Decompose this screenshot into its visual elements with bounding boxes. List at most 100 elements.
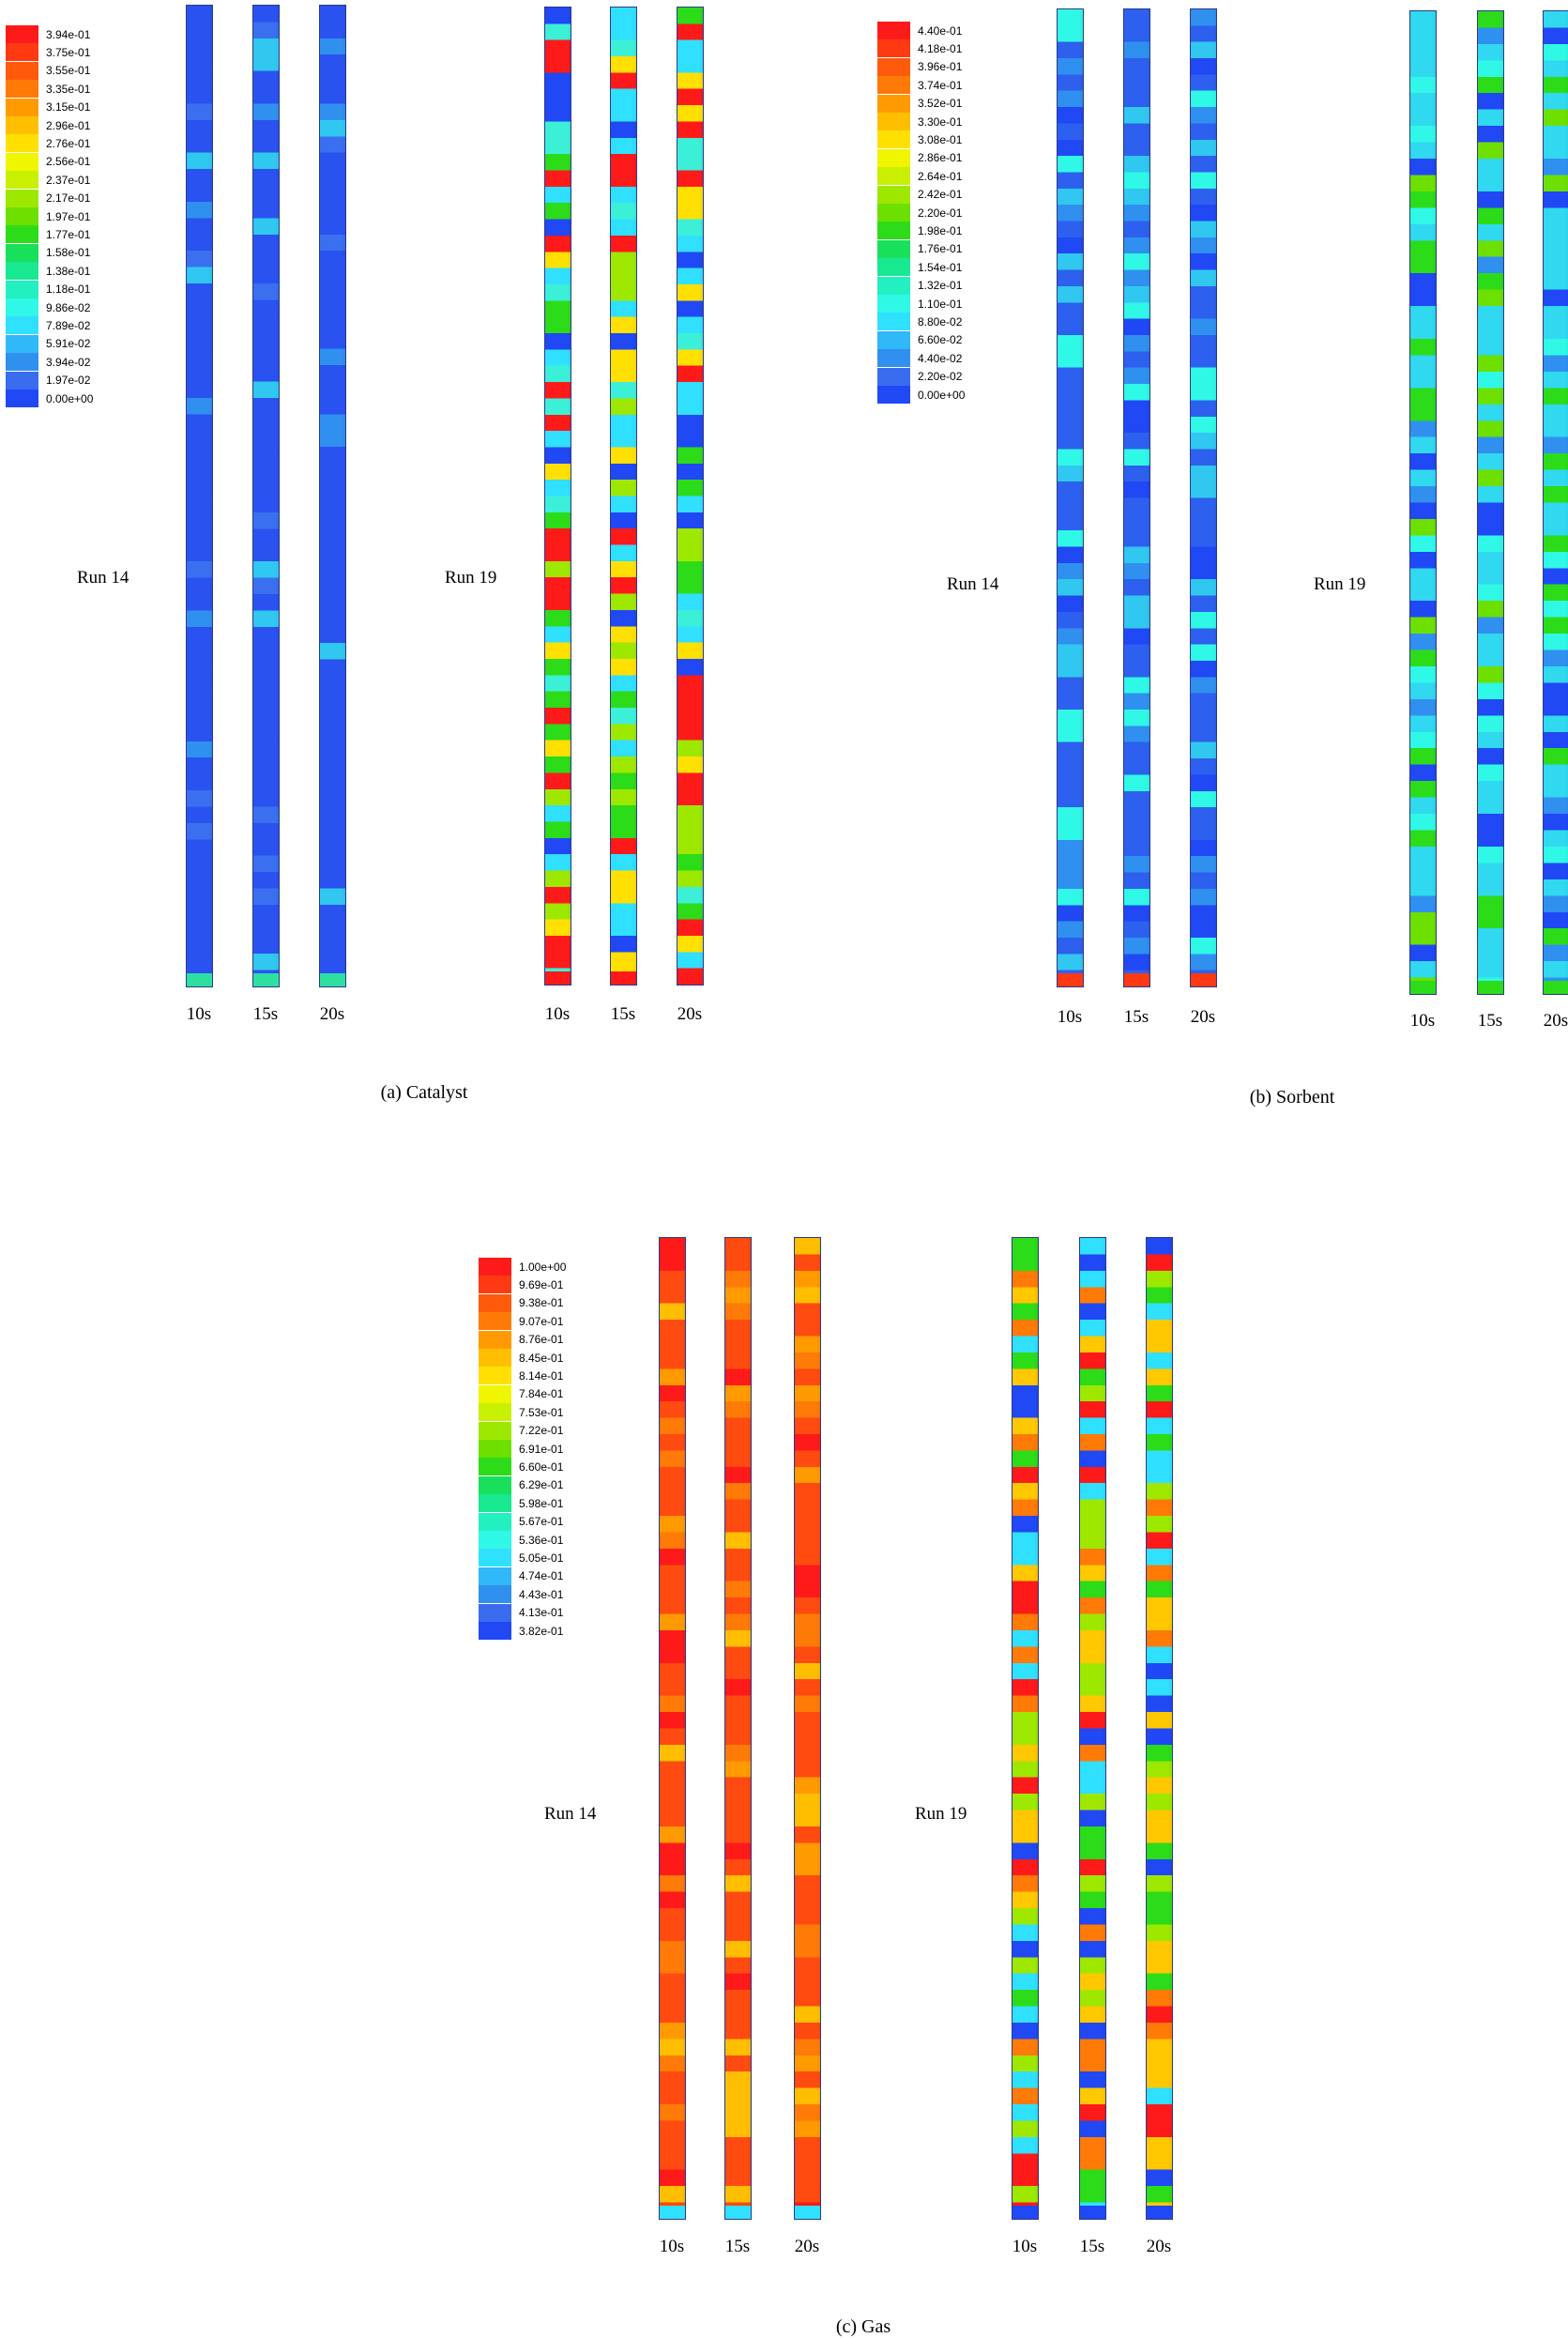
- column-inlet: [187, 973, 212, 986]
- legend-swatch: [877, 95, 910, 113]
- legend-row: 5.36e-01: [479, 1531, 563, 1549]
- legend-swatch: [6, 171, 38, 189]
- caption-catalyst: (a) Catalyst: [381, 1082, 468, 1104]
- legend-label: 7.22e-01: [519, 1425, 563, 1436]
- column-inlet: [660, 2206, 685, 2219]
- legend-label: 2.20e-02: [918, 371, 962, 382]
- contour-column-gas-run14-10s: [659, 1237, 686, 2220]
- legend-row: 1.58e-01: [6, 244, 90, 262]
- legend-label: 2.96e-01: [46, 120, 90, 131]
- legend-label: 3.55e-01: [46, 65, 90, 76]
- legend-swatch: [877, 240, 910, 258]
- legend-swatch: [877, 204, 910, 222]
- legend-swatch: [479, 1422, 511, 1440]
- run-label-catalyst-19: Run 19: [445, 568, 496, 588]
- legend-row: 1.97e-01: [6, 207, 90, 225]
- legend-label: 4.18e-01: [918, 43, 962, 54]
- legend-swatch: [6, 316, 38, 334]
- legend-row: 3.82e-01: [479, 1622, 563, 1640]
- legend-row: 5.05e-01: [479, 1549, 563, 1566]
- legend-row: 5.91e-02: [6, 335, 90, 353]
- legend-swatch: [479, 1294, 511, 1312]
- time-label: 10s: [171, 1004, 227, 1025]
- run-label-sorbent-19: Run 19: [1314, 574, 1365, 595]
- column-inlet: [1058, 973, 1083, 986]
- legend-swatch: [877, 368, 910, 386]
- time-label: 20s: [1175, 1007, 1231, 1028]
- legend-label: 3.75e-01: [46, 47, 90, 58]
- caption-sorbent: (b) Sorbent: [1250, 1087, 1335, 1108]
- legend-swatch: [479, 1312, 511, 1330]
- contour-column-gas-run14-20s: [794, 1237, 821, 2220]
- legend-label: 5.98e-01: [519, 1498, 563, 1509]
- legend-swatch: [877, 277, 910, 295]
- time-label: 15s: [1462, 1011, 1518, 1031]
- legend-label: 3.08e-01: [918, 134, 962, 145]
- legend-label: 2.37e-01: [46, 175, 90, 186]
- legend-label: 4.40e-01: [918, 25, 962, 37]
- time-label: 15s: [1064, 2237, 1120, 2257]
- legend-row: 6.29e-01: [479, 1476, 563, 1494]
- legend-label: 2.76e-01: [46, 138, 90, 149]
- legend-swatch: [6, 372, 38, 390]
- legend-row: 5.67e-01: [479, 1513, 563, 1531]
- legend-swatch: [877, 22, 910, 39]
- legend-label: 1.32e-01: [918, 280, 962, 291]
- legend-swatch: [479, 1385, 511, 1403]
- column-inlet: [1410, 981, 1436, 994]
- legend-label: 2.42e-01: [918, 189, 962, 200]
- legend-swatch: [479, 1276, 511, 1293]
- legend-swatch: [6, 43, 38, 61]
- legend-swatch: [6, 62, 38, 80]
- legend-swatch: [6, 281, 38, 298]
- column-inlet: [1191, 973, 1216, 986]
- legend-row: 2.86e-01: [877, 149, 962, 167]
- legend-label: 3.35e-01: [46, 84, 90, 95]
- legend-swatch: [877, 149, 910, 167]
- time-label: 15s: [595, 1004, 651, 1025]
- legend-swatch: [479, 1440, 511, 1458]
- legend-row: 2.42e-01: [877, 186, 962, 204]
- legend-row: 9.86e-02: [6, 298, 90, 316]
- legend-swatch: [479, 1604, 511, 1622]
- legend-row: 1.54e-01: [877, 258, 962, 276]
- legend-swatch: [479, 1622, 511, 1640]
- time-label: 20s: [304, 1004, 360, 1025]
- legend-label: 1.97e-01: [46, 211, 90, 222]
- legend-label: 2.20e-01: [918, 207, 962, 219]
- legend-label: 1.76e-01: [918, 243, 962, 254]
- legend-label: 7.84e-01: [519, 1388, 563, 1399]
- time-label: 20s: [779, 2237, 835, 2257]
- legend-label: 6.91e-01: [519, 1444, 563, 1455]
- time-label: 10s: [1042, 1007, 1098, 1028]
- contour-column-catalyst-run19-15s: [610, 7, 637, 986]
- legend-swatch: [6, 207, 38, 225]
- legend-row: 2.64e-01: [877, 167, 962, 185]
- legend-row: 6.60e-02: [877, 331, 962, 349]
- column-inlet: [1012, 2206, 1038, 2219]
- legend-row: 8.14e-01: [479, 1367, 563, 1384]
- legend-swatch: [6, 153, 38, 171]
- time-label: 10s: [529, 1004, 586, 1025]
- legend-swatch: [877, 313, 910, 330]
- legend-label: 8.80e-02: [918, 316, 962, 328]
- legend-swatch: [6, 244, 38, 262]
- legend-label: 1.58e-01: [46, 247, 90, 258]
- legend-swatch: [6, 80, 38, 98]
- column-inlet: [795, 2206, 820, 2219]
- legend-row: 1.00e+00: [479, 1258, 566, 1276]
- legend-label: 2.86e-01: [918, 152, 962, 163]
- legend-label: 2.64e-01: [918, 171, 962, 182]
- column-inlet: [320, 973, 345, 986]
- legend-row: 2.20e-01: [877, 204, 962, 222]
- legend-swatch: [479, 1494, 511, 1512]
- time-label: 10s: [644, 2237, 700, 2257]
- legend-label: 6.60e-02: [918, 334, 962, 345]
- legend-row: 4.74e-01: [479, 1567, 563, 1585]
- legend-swatch: [479, 1331, 511, 1349]
- legend-row: 7.53e-01: [479, 1403, 563, 1421]
- column-inlet: [1124, 973, 1149, 986]
- legend-row: 9.07e-01: [479, 1312, 563, 1330]
- contour-column-catalyst-run14-10s: [186, 5, 213, 987]
- legend-swatch: [6, 390, 38, 407]
